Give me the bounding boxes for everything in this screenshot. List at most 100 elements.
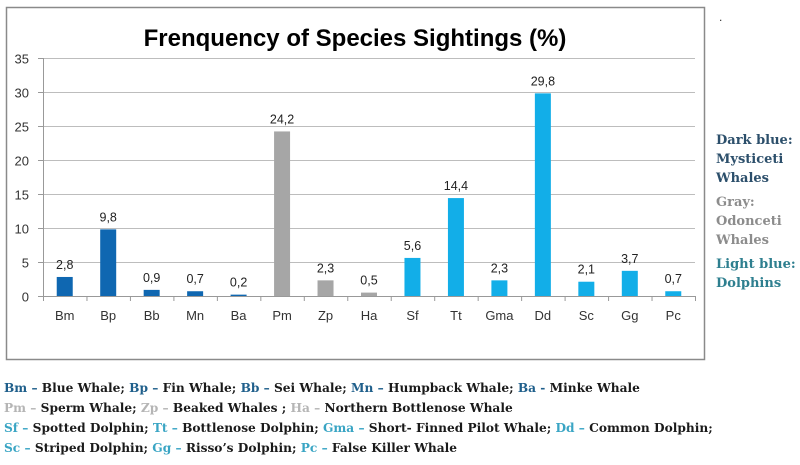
y-tick-label: 35 <box>15 52 29 67</box>
data-label-Ba: 0,2 <box>230 276 247 290</box>
y-tick-label: 30 <box>15 86 29 101</box>
species-code: Ba <box>517 381 537 395</box>
species-name: Sperm Whale; <box>40 401 141 415</box>
species-name: Spotted Dolphin; <box>32 421 153 435</box>
key-line: Pm – Sperm Whale; Zp – Beaked Whales ; H… <box>4 398 794 418</box>
x-tick-label-Ha: Ha <box>361 308 378 323</box>
y-tick-label: 5 <box>22 256 29 271</box>
legend-line: Dark blue: <box>716 133 793 148</box>
y-axis-ticks: 0 5 10 15 20 25 30 35 <box>15 52 43 305</box>
species-code: Sc <box>4 441 21 455</box>
data-labels: 2,8 9,8 0,9 0,7 0,2 24,2 2,3 0,5 5,6 14,4 2,3 29,8 2… <box>56 74 682 289</box>
bar-Dd <box>534 93 551 296</box>
species-code: Bp <box>129 381 148 395</box>
data-label-Tt: 14,4 <box>444 179 468 193</box>
bars <box>56 93 682 296</box>
separator: – <box>27 381 42 395</box>
legend-block: Dark blue: Mysticeti Whales <box>716 131 800 188</box>
species-name: Minke Whale <box>549 381 640 395</box>
bar-Sc <box>578 281 595 296</box>
y-tick-label: 25 <box>15 120 29 135</box>
x-tick-label-Dd: Dd <box>535 308 552 323</box>
legend-line: Odonceti <box>716 214 782 229</box>
x-tick-label-Pm: Pm <box>272 308 292 323</box>
bar-Tt <box>447 198 464 296</box>
data-label-Sc: 2,1 <box>578 263 595 277</box>
x-tick-label-Sf: Sf <box>406 308 419 323</box>
x-tick-label-Zp: Zp <box>318 308 333 323</box>
species-code: Dd <box>555 421 575 435</box>
legend-line: Dolphins <box>716 276 782 291</box>
separator: – <box>373 381 388 395</box>
legend-block: Light blue: Dolphins <box>716 255 800 293</box>
species-name: Striped Dolphin; <box>34 441 153 455</box>
separator: – <box>20 441 35 455</box>
x-tick-label-Mn: Mn <box>186 308 204 323</box>
data-label-Pm: 24,2 <box>270 112 294 126</box>
species-code: Bb <box>240 381 260 395</box>
data-label-Zp: 2,3 <box>317 261 334 275</box>
data-label-Bm: 2,8 <box>56 258 73 272</box>
bar-Bp <box>100 229 117 296</box>
separator: - <box>536 381 550 395</box>
bar-Pc <box>665 291 682 296</box>
chart-frame <box>5 6 706 361</box>
species-name: Blue Whale; <box>41 381 130 395</box>
species-name: Bottlenose Dolphin; <box>182 421 323 435</box>
species-code: Pm <box>4 401 27 415</box>
data-label-Sf: 5,6 <box>404 239 421 253</box>
bar-chart: Frenquency of Species Sightings (%) 0 5 10… <box>5 6 706 361</box>
key-line: Sf – Spotted Dolphin; Tt – Bottlenose Do… <box>4 418 794 438</box>
species-code: Tt <box>152 421 168 435</box>
legend-block: Gray: Odonceti Whales <box>716 193 800 250</box>
data-label-Bp: 9,8 <box>100 210 117 224</box>
species-name: Beaked Whales ; <box>172 401 291 415</box>
bar-Sf <box>404 257 421 296</box>
separator: – <box>259 381 274 395</box>
bar-Gg <box>621 270 638 296</box>
y-tick-label: 15 <box>15 188 29 203</box>
y-tick-label: 10 <box>15 222 29 237</box>
data-label-Bb: 0,9 <box>143 271 160 285</box>
x-tick-label-Gma: Gma <box>485 308 514 323</box>
key-line: Sc – Striped Dolphin; Gg – Risso’s Dolph… <box>4 438 794 458</box>
bar-Gma <box>491 280 508 296</box>
bar-Pm <box>274 131 291 296</box>
bar-Mn <box>187 291 204 296</box>
species-code: Bm <box>4 381 28 395</box>
x-tick-label-Bb: Bb <box>144 308 160 323</box>
bar-Ba <box>230 294 247 296</box>
separator: – <box>354 421 369 435</box>
data-label-Ha: 0,5 <box>360 274 377 288</box>
y-tick-label: 0 <box>22 290 29 305</box>
bar-Bm <box>56 276 73 296</box>
species-abbreviation-key: Bm – Blue Whale; Bp – Fin Whale; Bb – Se… <box>4 378 794 458</box>
separator: – <box>171 441 186 455</box>
legend-line: Mysticeti <box>716 152 784 167</box>
data-label-Mn: 0,7 <box>186 272 203 286</box>
x-tick-label-Gg: Gg <box>621 308 638 323</box>
species-name: Fin Whale; <box>162 381 241 395</box>
legend-line: Light blue: <box>716 257 796 272</box>
data-label-Dd: 29,8 <box>531 74 555 88</box>
separator: – <box>148 381 163 395</box>
x-axis-labels: Bm Bp Bb Mn Ba Pm Zp Ha Sf Tt Gma Dd Sc Gg Pc <box>55 308 681 323</box>
chart-title: Frenquency of Species Sightings (%) <box>144 25 567 52</box>
gridlines <box>43 58 696 301</box>
x-tick-label-Ba: Ba <box>231 308 248 323</box>
species-name: False Killer Whale <box>331 441 458 455</box>
legend-line: Gray: <box>716 195 755 210</box>
species-name: Short- Finned Pilot Whale; <box>368 421 556 435</box>
separator: – <box>158 401 173 415</box>
x-tick-label-Sc: Sc <box>579 308 595 323</box>
x-tick-label-Bm: Bm <box>55 308 75 323</box>
y-tick-label: 20 <box>15 154 29 169</box>
bar-Ha <box>361 292 377 296</box>
species-code: Mn <box>350 381 374 395</box>
species-name: Northern Bottlenose Whale <box>324 401 513 415</box>
x-tick-label-Bp: Bp <box>100 308 116 323</box>
species-code: Gma <box>323 421 355 435</box>
separator: – <box>167 421 183 435</box>
data-label-Gg: 3,7 <box>621 252 638 266</box>
species-code: Pc <box>300 441 318 455</box>
